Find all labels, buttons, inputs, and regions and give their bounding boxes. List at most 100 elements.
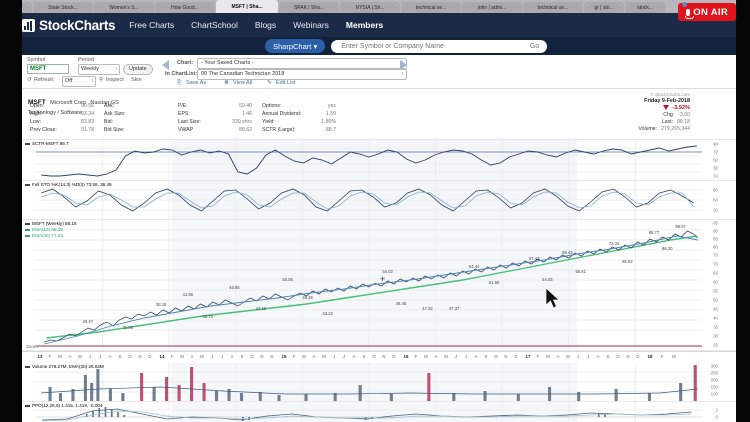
ytick: 30 [713, 333, 718, 339]
browser-tab[interactable]: john | admi... [462, 2, 522, 13]
panel-sctr-yaxis: 90 70 50 30 10 [702, 140, 736, 180]
ytick: 45 [713, 306, 718, 312]
panel-price[interactable]: MSFT (Weekly) 88.18 EMA(10) 88.29 EMA(40… [22, 220, 736, 351]
panel-price-ema40-label: EMA(40) 77.23 [25, 233, 63, 238]
browser-tab[interactable]: State Stock... [33, 2, 93, 13]
skin-button[interactable]: Skin [131, 77, 142, 83]
nav-item-members[interactable]: Members [345, 20, 384, 30]
xtick-month: M [672, 354, 676, 359]
xtick-month: M [444, 354, 448, 359]
main-nav: Free Charts ChartSchool Blogs Webinars M… [129, 20, 383, 30]
letterbox-left [0, 0, 22, 422]
ytick: 80 [713, 244, 718, 250]
chg-value: -3.60 [678, 112, 690, 118]
chart-select-label: Chart: [177, 60, 194, 66]
ema40-swatch-icon [25, 235, 30, 237]
xtick-month: M [322, 354, 326, 359]
xtick-month: A [190, 354, 194, 359]
quote-pct-change: -3.92% [672, 105, 690, 111]
period-field-label: Period [78, 57, 94, 63]
ytick: 55 [713, 288, 718, 294]
symbol-input[interactable]: MSFT [27, 64, 69, 74]
nav-item-chartschool[interactable]: ChartSchool [191, 20, 238, 30]
panel-volume-yaxis: 300 250 200 150 100 [702, 363, 736, 401]
ytick: 250 [710, 370, 718, 376]
chart-type-dropdown[interactable]: SharpChart ▾ [265, 39, 326, 53]
ytick: 0 [715, 414, 718, 420]
volume-label: Volume: [638, 126, 658, 132]
nav-item-blogs[interactable]: Blogs [254, 20, 277, 30]
browser-tab[interactable]: NYSIA | Sh... [340, 2, 400, 13]
xtick-month: O [494, 354, 498, 359]
zoom-label[interactable]: Zoom [26, 344, 38, 349]
xtick-month: A [230, 354, 234, 359]
panel-full-sto-label: Full STO %K(14,3) %D(3) 73.58, 36.49 [25, 182, 112, 187]
xtick-year: 18 [647, 354, 653, 359]
stockcharts-logo[interactable]: StockCharts [22, 18, 116, 33]
browser-tab[interactable]: SPAK | Sha... [279, 2, 339, 13]
stat-label: Bid Size: [104, 127, 125, 133]
browser-tab[interactable]: technical se... [523, 2, 583, 13]
browser-tab[interactable]: technical se... [401, 2, 461, 13]
ytick: 60 [713, 279, 718, 285]
ytick: 40 [713, 315, 718, 321]
nav-item-webinars[interactable]: Webinars [293, 20, 329, 30]
quote-sector: Technology / Software [28, 110, 83, 116]
xtick-year: 13 [37, 354, 43, 359]
browser-tab[interactable]: How Good... [155, 2, 215, 13]
chart-stack: SCTR-MSFT 88.7 [22, 140, 736, 422]
panel-volume[interactable]: Volume 279.27M, EMA(30) 26.93M [22, 363, 736, 402]
next-chart-arrow[interactable] [400, 60, 407, 70]
xtick-month: J [98, 354, 102, 359]
panel-full-sto[interactable]: Full STO %K(14,3) %D(3) 73.58, 36.49 [22, 181, 736, 220]
notification-dot-icon [682, 2, 687, 7]
panel-volume-plot [36, 363, 702, 401]
series-swatch-icon [25, 223, 30, 225]
chartlist-select[interactable]: 00 The Canadian Technician 2018 [197, 69, 407, 80]
nav-item-free-charts[interactable]: Free Charts [129, 20, 175, 30]
site-header: StockCharts Free Charts ChartSchool Blog… [0, 13, 750, 37]
on-air-button[interactable]: ON AIR [678, 3, 736, 21]
search-input[interactable] [339, 41, 530, 51]
down-triangle-icon [663, 105, 670, 111]
stat-value: 1.46 [241, 111, 252, 117]
ytick: 70 [713, 149, 718, 155]
volume-swatch-icon [25, 366, 30, 368]
edit-list-button[interactable]: Edit List [276, 80, 296, 86]
ema10-swatch-icon [25, 229, 30, 231]
previous-chart-arrow[interactable] [162, 60, 169, 70]
xtick-month: N [626, 354, 630, 359]
go-button[interactable]: Go [529, 42, 540, 50]
browser-tab-active[interactable]: MSFT | Sha... [216, 0, 278, 13]
browser-tab[interactable]: gr | sto... [584, 2, 624, 13]
xtick-month: F [48, 354, 52, 359]
view-all-button[interactable]: View All [233, 80, 253, 86]
ppo-svg [36, 402, 702, 422]
browser-tab[interactable]: Women's S... [94, 2, 154, 13]
xtick-month: N [260, 354, 264, 359]
panel-sctr[interactable]: SCTR-MSFT 88.7 [22, 140, 736, 181]
refresh-select[interactable]: Off [62, 76, 96, 87]
inspect-button[interactable]: Inspect [106, 77, 124, 83]
xtick-month: S [484, 354, 488, 359]
stat-label: Annual Dividend: [262, 111, 302, 117]
period-select[interactable]: Weekly [78, 64, 120, 75]
update-button[interactable]: Update [123, 64, 153, 75]
save-as-button[interactable]: Save As [186, 80, 207, 86]
symbol-search-box[interactable]: Go [331, 39, 548, 53]
quote-col-3: P/E: 69.40 EPS: 1.46 Last Size: 339 shrs VW… [178, 103, 252, 134]
xtick-month: J [88, 354, 92, 359]
xtick-month: F [536, 354, 540, 359]
ytick: 20 [713, 207, 718, 213]
stat-label: Options: [262, 103, 282, 109]
view-all-icon: ☸ [224, 80, 229, 86]
stat-value: 1.59 [325, 111, 336, 117]
xtick-month: D [514, 354, 518, 359]
xtick-month: N [382, 354, 386, 359]
stockcharts-credit: © StockCharts.com [650, 92, 690, 97]
panel-ppo[interactable]: PPO(12,26,9) 1.415, 1.419, -0.004 [22, 402, 736, 422]
browser-tab[interactable]: stock... [625, 2, 665, 13]
last-label: Last: [661, 119, 674, 125]
saved-charts-select[interactable]: - Your Saved Charts - [197, 58, 407, 69]
